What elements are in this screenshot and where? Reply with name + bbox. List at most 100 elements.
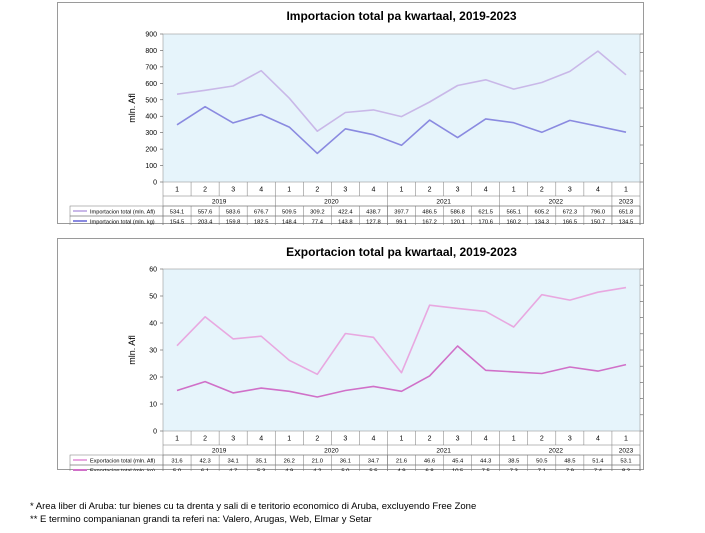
data-cell: 34.1 [227,458,238,464]
quarter-label: 2 [428,436,432,443]
data-cell: 120.1 [450,219,465,225]
data-cell: 621.5 [478,209,493,215]
year-label: 2023 [619,199,634,206]
chart-title: Importacion total pa kwartaal, 2019-2023 [286,9,516,23]
footnote-companianan: ** E termino companianan grandi ta refer… [30,514,372,525]
data-cell: 4.9 [285,468,293,471]
quarter-label: 1 [624,436,628,443]
quarter-label: 2 [540,187,544,194]
footnote-area-liber: * Area liber di Aruba: tur bienes cu ta … [30,501,477,512]
y-left-tick-label: 30 [149,348,157,355]
data-cell: 6.1 [201,468,209,471]
export-chart: Exportacion total pa kwartaal, 2019-2023… [69,245,643,471]
data-cell: 8.2 [622,468,630,471]
y-left-tick-label: 200 [145,147,157,154]
quarter-label: 2 [540,436,544,443]
data-cell: 5.0 [341,468,349,471]
quarter-label: 3 [343,436,347,443]
data-cell: 45.4 [452,458,464,464]
quarter-label: 1 [175,187,179,194]
quarter-label: 3 [343,187,347,194]
quarter-label: 1 [512,187,516,194]
y-left-tick-label: 800 [145,48,157,55]
data-cell: 4.2 [313,468,321,471]
y-left-axis-title: mln. Afl [127,93,137,123]
legend-label: Exportacion total (mln. Afl) [90,458,155,464]
quarter-label: 4 [484,187,488,194]
series-line [176,50,627,132]
data-cell: 44.3 [480,458,491,464]
y-left-tick-label: 100 [145,163,157,170]
data-cell: 166.5 [563,219,578,225]
data-cell: 672.3 [563,209,578,215]
data-cell: 397.7 [394,209,409,215]
data-cell: 170.6 [478,219,493,225]
data-cell: 160.2 [506,219,521,225]
data-cell: 676.7 [254,209,269,215]
data-cell: 134.5 [619,219,634,225]
data-table-row [69,464,641,471]
legend-label: Exportacion total (mln. kg) [90,468,155,471]
data-cell: 422.4 [338,209,353,215]
year-label: 2022 [549,448,564,455]
data-cell: 534.1 [170,209,185,215]
y-left-tick-label: 20 [149,375,157,382]
y-left-tick-label: 400 [145,114,157,121]
data-cell: 5.5 [369,468,377,471]
y-left-tick-label: 300 [145,130,157,137]
quarter-label: 4 [371,436,375,443]
data-cell: 154.5 [170,219,185,225]
quarter-label: 3 [231,187,235,194]
legend-label: Importacion total (mln. kg) [90,219,155,225]
year-label: 2020 [324,199,339,206]
y-left-tick-label: 40 [149,321,157,328]
data-cell: 7.4 [594,468,603,471]
year-label: 2023 [619,448,634,455]
y-left-tick-label: 900 [145,32,157,39]
quarter-label: 1 [400,436,404,443]
data-cell: 46.6 [424,458,435,464]
data-cell: 51.4 [592,458,604,464]
data-cell: 21.0 [312,458,323,464]
data-cell: 134.3 [535,219,550,225]
y-left-tick-label: 60 [149,267,157,274]
data-cell: 309.2 [310,209,325,215]
data-cell: 48.5 [564,458,575,464]
year-label: 2019 [212,199,227,206]
quarter-label: 3 [456,187,460,194]
y-left-tick-label: 700 [145,64,157,71]
quarter-label: 2 [203,187,207,194]
data-cell: 565.1 [506,209,521,215]
quarter-label: 3 [568,187,572,194]
footnotes: * Area liber di Aruba: tur bienes cu ta … [30,500,476,526]
quarter-label: 2 [315,436,319,443]
quarter-label: 2 [315,187,319,194]
quarter-label: 3 [568,436,572,443]
data-cell: 50.5 [536,458,547,464]
year-label: 2021 [436,199,451,206]
year-label: 2022 [549,199,564,206]
data-cell: 42.3 [199,458,210,464]
data-cell: 7.3 [510,468,518,471]
quarter-label: 1 [624,187,628,194]
data-table-row [69,454,641,466]
data-cell: 651.8 [619,209,634,215]
data-cell: 36.1 [340,458,351,464]
data-cell: 7.1 [538,468,546,471]
data-cell: 7.5 [482,468,490,471]
y-left-tick-label: 0 [153,429,157,436]
data-cell: 167.2 [422,219,437,225]
data-cell: 31.6 [171,458,182,464]
data-cell: 26.2 [284,458,295,464]
data-cell: 38.5 [508,458,519,464]
quarter-label: 4 [259,436,263,443]
data-table-row [69,205,641,217]
data-cell: 35.1 [256,458,267,464]
import-chart-panel: Importacion total pa kwartaal, 2019-2023… [57,2,644,225]
data-cell: 6.8 [426,468,434,471]
quarter-label: 4 [596,436,600,443]
year-label: 2021 [436,448,451,455]
year-label: 2019 [212,448,227,455]
data-cell: 99.1 [396,219,407,225]
data-cell: 5.3 [257,468,265,471]
